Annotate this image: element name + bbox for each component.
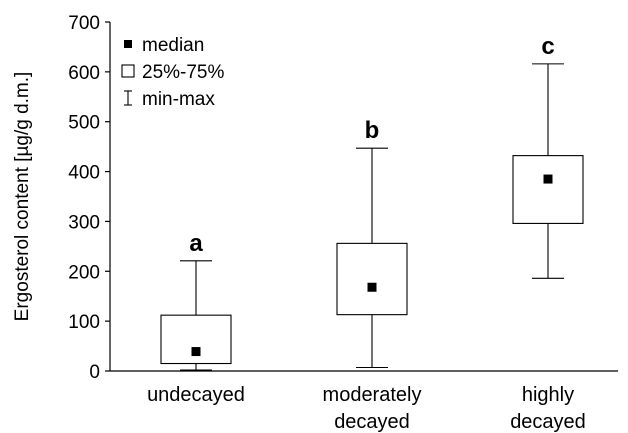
legend-box-swatch	[121, 64, 135, 78]
legend-label: median	[142, 35, 204, 56]
legend: median 25%-75% min-max	[121, 35, 224, 110]
box-group: b	[336, 117, 408, 369]
iqr-box	[160, 314, 232, 365]
significance-letter: b	[365, 117, 380, 144]
boxes: a b c	[160, 33, 584, 371]
x-axis-labels: undecayed moderately decayed highly decayed	[147, 384, 586, 433]
x-category-label: decayed	[334, 411, 410, 433]
median-marker	[367, 282, 377, 292]
x-category-label: highly	[522, 384, 574, 406]
legend-label: min-max	[142, 89, 215, 110]
x-category-label: moderately	[323, 384, 422, 406]
y-tick-label: 600	[68, 63, 100, 84]
y-axis-label: Ergosterol content [µg/g d.m.]	[12, 72, 33, 322]
y-tick-label: 0	[89, 362, 100, 383]
y-tick-label: 200	[68, 262, 100, 283]
y-tick-label: 300	[68, 212, 100, 233]
box-group: c	[512, 33, 584, 279]
median-marker	[191, 347, 201, 357]
axes	[109, 22, 618, 372]
legend-median-swatch	[124, 40, 132, 48]
y-tick-label: 400	[68, 163, 100, 184]
y-tick-label: 500	[68, 113, 100, 134]
y-axis-ticks: 0 100 200 300 400 500 600 700	[68, 13, 110, 383]
legend-label: 25%-75%	[142, 62, 224, 83]
y-tick-label: 100	[68, 312, 100, 333]
x-category-label: undecayed	[147, 384, 245, 406]
significance-letter: a	[189, 230, 203, 257]
x-category-label: decayed	[510, 411, 586, 433]
median-marker	[543, 174, 553, 184]
box-group: a	[160, 230, 232, 371]
iqr-box	[512, 155, 584, 224]
significance-letter: c	[541, 33, 554, 60]
iqr-box	[336, 242, 408, 316]
y-tick-label: 700	[68, 13, 100, 34]
